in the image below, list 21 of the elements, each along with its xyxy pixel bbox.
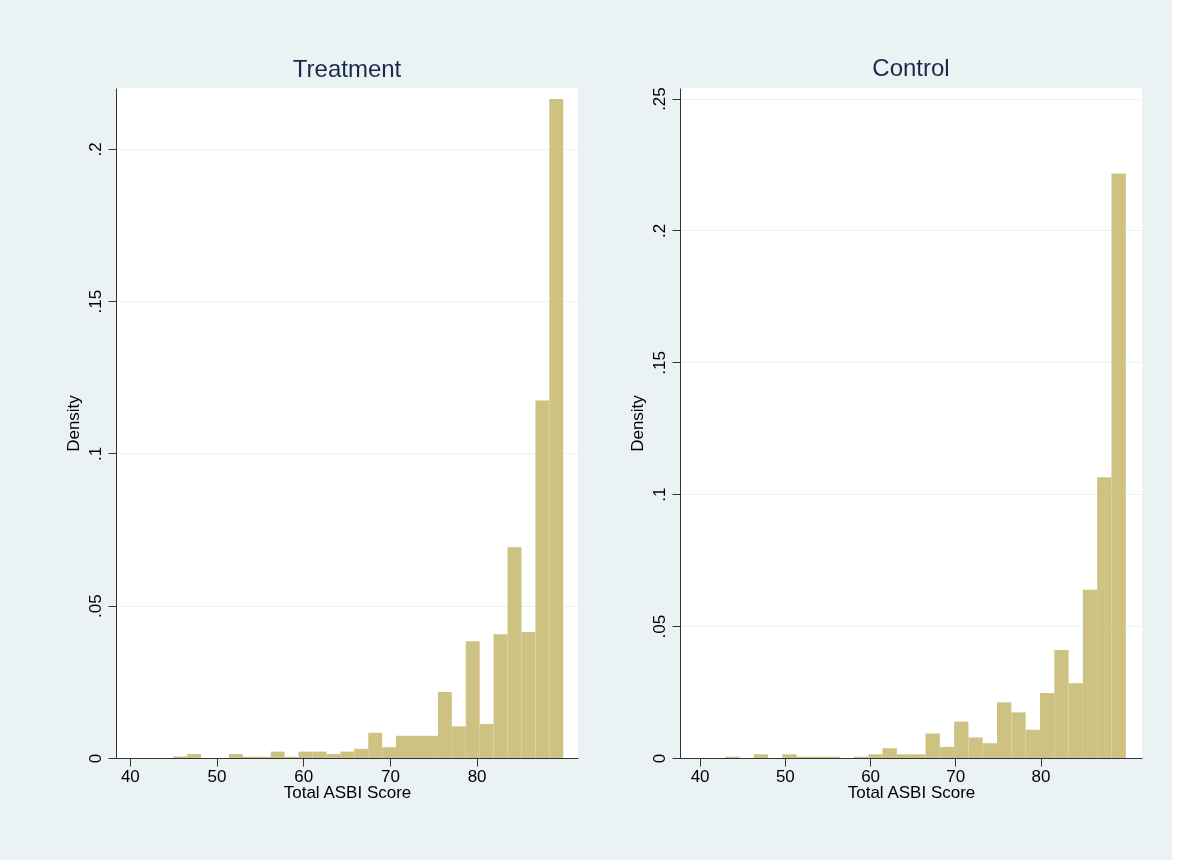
- y-tick-label: .2: [85, 142, 105, 157]
- y-tick-label: .1: [649, 487, 669, 502]
- y-tick-label: .1: [85, 446, 105, 462]
- y-tick-label: .15: [85, 289, 105, 314]
- y-tick-label: .15: [649, 351, 669, 375]
- x-tick-label: 80: [467, 766, 487, 786]
- y-axis-title: Density: [63, 394, 83, 452]
- chart-title: Control: [872, 53, 950, 81]
- y-tick-label: .05: [649, 614, 669, 639]
- chart-title: Treatment: [292, 55, 402, 82]
- y-tick-label: .2: [649, 223, 669, 239]
- x-tick-label: 50: [207, 766, 227, 786]
- x-tick-label: 50: [775, 766, 795, 786]
- y-tick-label: .05: [85, 594, 105, 619]
- y-tick-label: 0: [649, 753, 669, 764]
- y-tick-label: .25: [649, 87, 669, 111]
- x-tick-label: 40: [120, 766, 140, 786]
- y-axis-title: Density: [627, 394, 647, 452]
- x-tick-label: 40: [690, 766, 710, 786]
- y-tick-label: 0: [85, 753, 105, 764]
- x-tick-label: 80: [1031, 766, 1051, 786]
